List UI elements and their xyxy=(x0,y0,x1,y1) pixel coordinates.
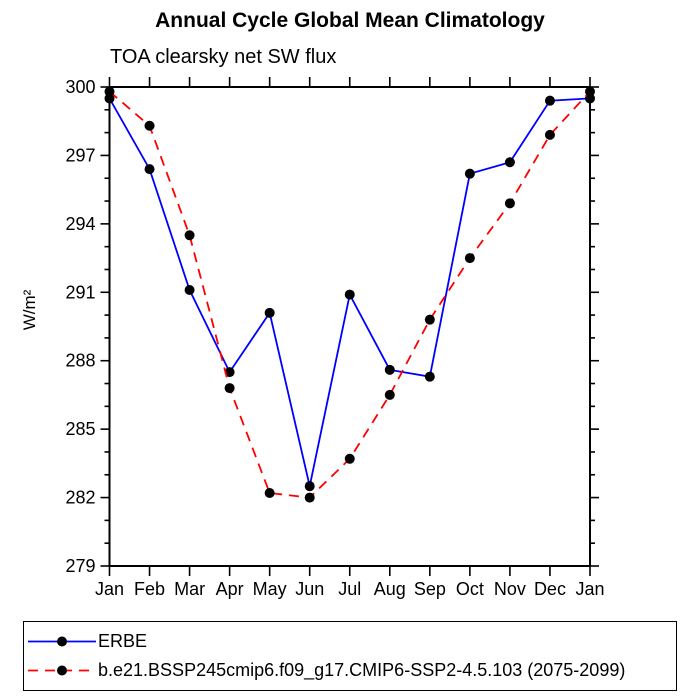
svg-text:Aug: Aug xyxy=(374,579,406,599)
legend-item-erbe: ERBE xyxy=(24,628,676,655)
svg-text:282: 282 xyxy=(65,488,95,508)
svg-text:Apr: Apr xyxy=(216,579,244,599)
legend-label-model: b.e21.BSSP245cmip6.f09_g17.CMIP6-SSP2-4.… xyxy=(98,660,626,680)
chart-subtitle: TOA clearsky net SW flux xyxy=(110,46,337,68)
svg-text:291: 291 xyxy=(65,282,95,302)
legend-label-erbe: ERBE xyxy=(98,631,148,651)
model-line-marker-icon xyxy=(28,665,96,676)
svg-text:Nov: Nov xyxy=(494,579,526,599)
chart-title: Annual Cycle Global Mean Climatology xyxy=(155,9,545,32)
svg-text:Dec: Dec xyxy=(534,579,566,599)
svg-text:May: May xyxy=(253,579,287,599)
plot-area: Jan Feb Mar Apr May Jun Jul Aug Sep Oct Nov Dec Jan2… xyxy=(65,77,605,599)
svg-text:294: 294 xyxy=(65,214,95,234)
legend-item-model: b.e21.BSSP245cmip6.f09_g17.CMIP6-SSP2-4.… xyxy=(24,657,676,684)
svg-text:Jan: Jan xyxy=(95,579,124,599)
erbe-line-marker-icon xyxy=(28,636,96,647)
svg-text:Mar: Mar xyxy=(174,579,205,599)
svg-text:279: 279 xyxy=(65,556,95,576)
svg-text:Jun: Jun xyxy=(295,579,324,599)
svg-text:Feb: Feb xyxy=(134,579,165,599)
svg-text:300: 300 xyxy=(65,77,95,97)
svg-text:Oct: Oct xyxy=(456,579,484,599)
svg-text:Sep: Sep xyxy=(414,579,446,599)
svg-text:Jul: Jul xyxy=(338,579,361,599)
svg-text:Jan: Jan xyxy=(575,579,604,599)
svg-text:288: 288 xyxy=(65,351,95,371)
legend-box: ERBE b.e21.BSSP245cmip6.f09_g17.CMIP6-SS… xyxy=(23,621,677,691)
svg-text:297: 297 xyxy=(65,145,95,165)
svg-text:285: 285 xyxy=(65,419,95,439)
